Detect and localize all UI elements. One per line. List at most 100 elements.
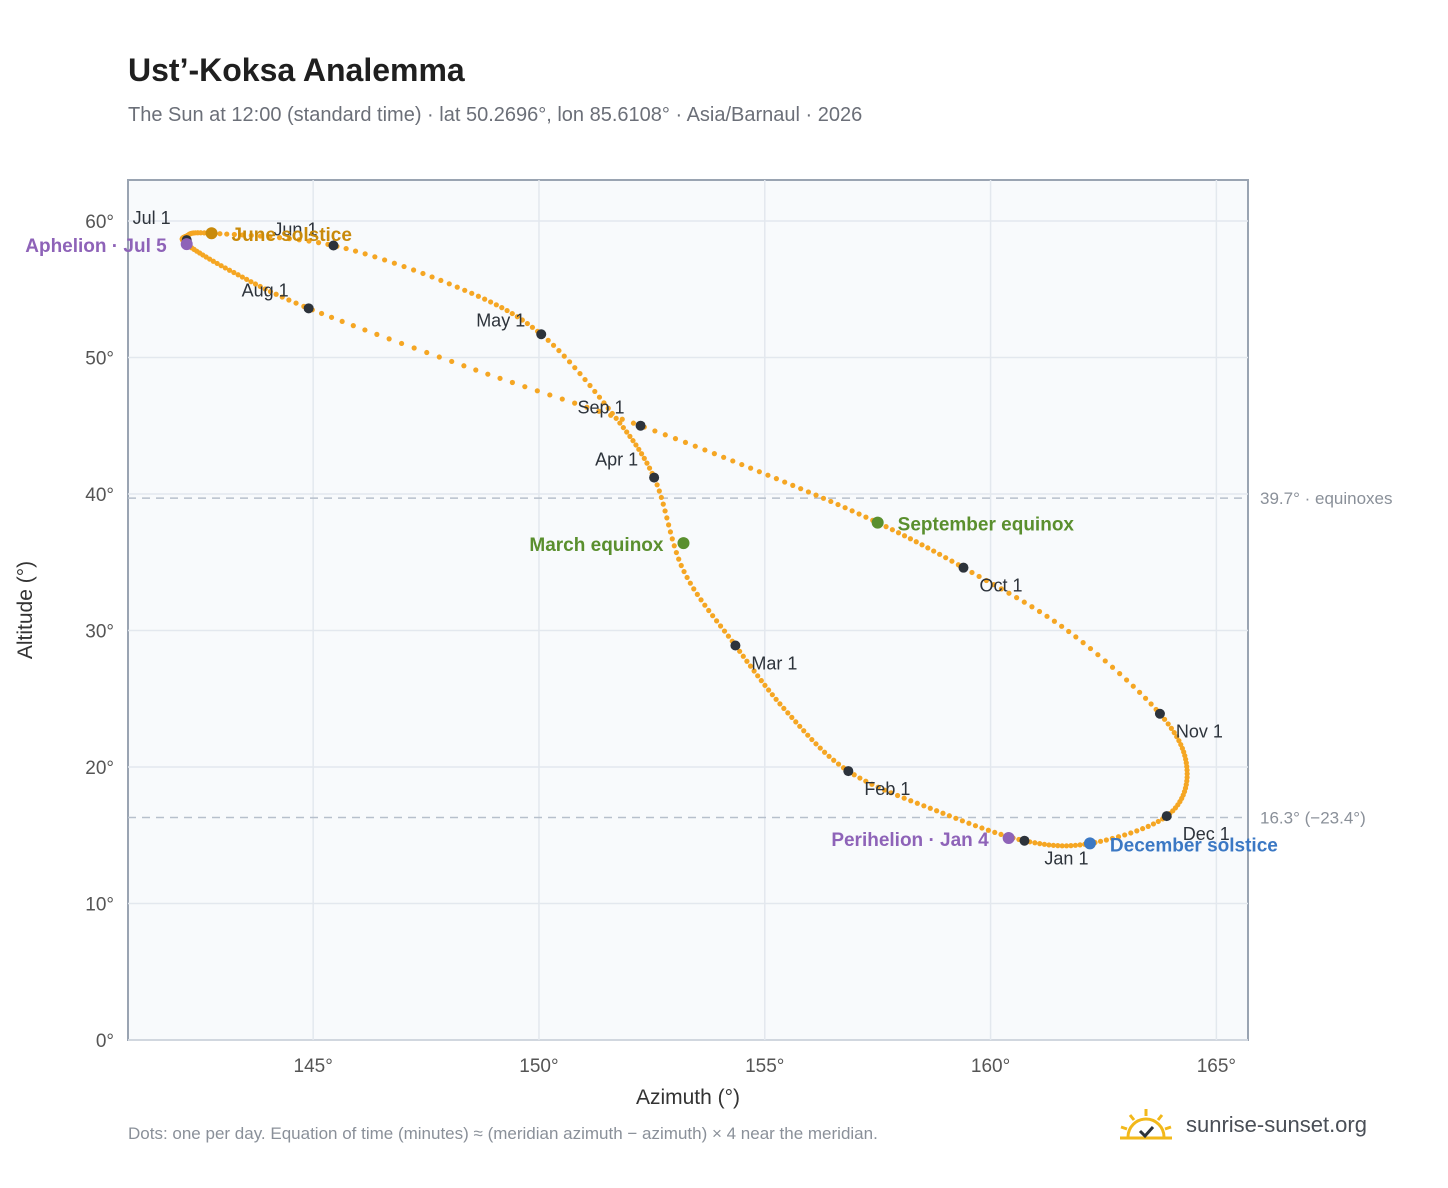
analemma-dot [777,701,783,707]
analemma-dot [1021,599,1027,605]
analemma-dot [790,482,796,488]
analemma-dot [411,345,417,351]
analemma-dot [758,678,764,684]
analemma-dot [762,682,768,688]
analemma-dot [524,320,530,327]
analemma-dot [596,408,602,414]
month-marker [536,329,547,340]
month-label: Aug 1 [242,280,289,300]
analemma-dot [398,340,405,347]
event-label: Perihelion · Jan 4 [831,830,989,851]
analemma-dot [660,501,666,507]
analemma-dot [1168,725,1174,731]
analemma-dot [676,556,682,562]
analemma-dot [983,577,989,584]
analemma-dot [998,586,1004,592]
analemma-dot [1087,645,1094,652]
analemma-dot [1115,834,1122,840]
analemma-dot [895,530,902,536]
analemma-dot [991,582,997,588]
analemma-dot [740,653,746,659]
analemma-dot [617,420,623,426]
analemma-dot [293,300,299,306]
analemma-dot [328,314,335,320]
analemma-dot [596,394,603,400]
analemma-dot [907,536,914,542]
analemma-dot [1063,843,1070,849]
analemma-dot [748,465,754,471]
plot-area [127,179,1249,1041]
analemma-dot [469,290,475,296]
analemma-dot [721,628,728,634]
grid-lines [128,180,1248,1041]
analemma-dot [856,511,862,517]
event-label: June solstice [232,225,352,246]
analemma-dot [1122,832,1128,838]
analemma-dot [673,549,679,556]
analemma-dot [730,458,736,464]
y-tick-label: 0° [96,1031,114,1052]
month-label: Nov 1 [1176,722,1223,742]
analemma-dot [773,476,779,482]
analemma-dot [343,245,349,252]
analemma-dot [630,438,636,444]
analemma-dot [698,597,704,603]
analemma-dot [1097,838,1104,844]
analemma-dot [813,492,819,498]
analemma-dot [218,263,224,269]
analemma-dot [1109,664,1116,670]
analemma-dot [1184,771,1190,777]
analemma-dot [1044,613,1050,619]
analemma-dot [744,658,750,664]
analemma-dot [462,287,468,293]
analemma-dot [1117,671,1123,677]
analemma-dot [813,741,819,747]
month-marker [730,640,741,651]
brand-name: sunrise-sunset.org [1186,1112,1367,1137]
analemma-dot [831,757,837,763]
analemma-dot [339,318,345,325]
analemma-dot [382,257,388,263]
analemma-dot [842,505,848,511]
month-label: Apr 1 [595,450,638,470]
analemma-dot [244,276,250,282]
analemma-dot [224,231,230,237]
analemma-dot [998,831,1004,838]
analemma-dot [1165,721,1171,727]
month-label: Dec 1 [1183,824,1230,844]
analemma-dot [1137,689,1143,695]
analemma-dot [702,602,708,608]
analemma-dot [519,317,525,323]
analemma-dot [566,359,573,365]
analemma-dot [239,274,245,280]
analemma-dot [875,784,881,790]
analemma-dot [509,379,515,386]
analemma-dot [424,349,430,356]
analemma-dot [449,358,455,365]
analemma-dot [497,375,503,381]
y-axis-label: Altitude (°) [14,561,37,659]
event-marker [180,238,193,251]
month-label: May 1 [476,310,525,330]
analemma-dot [217,231,223,237]
analemma-dot [235,272,241,278]
analemma-dot [662,432,668,438]
analemma-dot [231,231,237,238]
analemma-dot [908,798,914,804]
analemma-dot [556,347,562,354]
y-tick-label: 10° [85,894,114,915]
analemma-dot [782,479,788,485]
analemma-dot [914,800,920,806]
brand-logo[interactable]: sunrise-sunset.org [1118,1100,1367,1150]
analemma-dot [239,232,246,238]
analemma-dot [966,820,972,826]
analemma-dot [652,428,658,434]
analemma-dot [547,392,553,398]
analemma-dot [584,404,590,410]
month-marker [1161,811,1172,822]
event-label: December solstice [1110,835,1278,856]
event-label: Aphelion · Jul 5 [25,236,167,257]
analemma-dot [817,745,823,751]
axes: 145° 150° 155° 160° 165° 0° 10° 20° 30° 40° 50° 60° [85,212,1236,1077]
analemma-dot [248,279,254,285]
